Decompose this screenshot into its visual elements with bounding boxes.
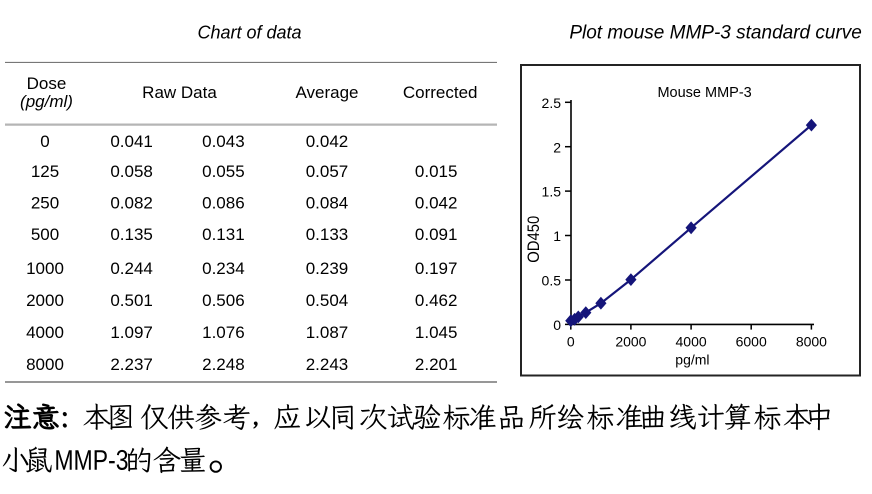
svg-text:1.097: 1.097 xyxy=(110,323,153,342)
svg-text:0.234: 0.234 xyxy=(202,259,245,278)
svg-text:1.076: 1.076 xyxy=(202,323,245,342)
svg-text:0.041: 0.041 xyxy=(110,132,153,151)
svg-text:2000: 2000 xyxy=(26,291,64,310)
svg-text:4000: 4000 xyxy=(26,323,64,342)
svg-text:Mouse MMP-3: Mouse MMP-3 xyxy=(657,85,751,101)
svg-text:2.248: 2.248 xyxy=(202,355,245,374)
svg-text:4000: 4000 xyxy=(676,334,707,350)
svg-text:0.135: 0.135 xyxy=(110,225,153,244)
svg-text:0: 0 xyxy=(553,317,561,333)
svg-text:1.045: 1.045 xyxy=(415,323,458,342)
svg-text:0.501: 0.501 xyxy=(110,291,153,310)
svg-text:Raw Data: Raw Data xyxy=(142,83,217,102)
svg-text:0.042: 0.042 xyxy=(306,132,349,151)
svg-text:Corrected: Corrected xyxy=(403,83,478,102)
svg-text:0.086: 0.086 xyxy=(202,194,245,213)
svg-text:0.244: 0.244 xyxy=(110,259,153,278)
svg-text:0.462: 0.462 xyxy=(415,291,458,310)
svg-text:2: 2 xyxy=(553,139,561,155)
svg-text:2.243: 2.243 xyxy=(306,355,349,374)
svg-text:125: 125 xyxy=(31,162,59,181)
svg-text:0.084: 0.084 xyxy=(306,194,349,213)
svg-text:Plot mouse MMP-3 standard curv: Plot mouse MMP-3 standard curve xyxy=(569,23,862,44)
svg-text:2.5: 2.5 xyxy=(542,95,562,111)
svg-text:0.015: 0.015 xyxy=(415,162,458,181)
svg-text:2.201: 2.201 xyxy=(415,355,458,374)
svg-text:pg/ml: pg/ml xyxy=(675,352,709,368)
svg-text:1.087: 1.087 xyxy=(306,323,349,342)
svg-text:Average: Average xyxy=(295,83,358,102)
svg-text:0.055: 0.055 xyxy=(202,162,245,181)
svg-text:OD450: OD450 xyxy=(525,216,543,263)
svg-text:0.5: 0.5 xyxy=(542,273,562,289)
svg-text:0.091: 0.091 xyxy=(415,225,458,244)
svg-text:500: 500 xyxy=(31,225,59,244)
svg-text:2.237: 2.237 xyxy=(110,355,153,374)
svg-text:0.506: 0.506 xyxy=(202,291,245,310)
svg-text:Dose: Dose xyxy=(27,74,67,93)
svg-text:0.082: 0.082 xyxy=(110,194,153,213)
svg-text:1.5: 1.5 xyxy=(542,184,562,200)
svg-text:8000: 8000 xyxy=(26,355,64,374)
svg-text:0.042: 0.042 xyxy=(415,194,458,213)
svg-text:6000: 6000 xyxy=(736,334,767,350)
svg-text:250: 250 xyxy=(31,194,59,213)
svg-text:0.504: 0.504 xyxy=(306,291,349,310)
svg-text:8000: 8000 xyxy=(796,334,827,350)
svg-text:1: 1 xyxy=(553,228,561,244)
svg-text:0.057: 0.057 xyxy=(306,162,349,181)
svg-text:Chart of data: Chart of data xyxy=(197,22,301,42)
svg-text:0.131: 0.131 xyxy=(202,225,245,244)
svg-text:0: 0 xyxy=(567,334,575,350)
svg-text:1000: 1000 xyxy=(26,259,64,278)
svg-text:2000: 2000 xyxy=(615,334,646,350)
svg-text:0.197: 0.197 xyxy=(415,259,458,278)
svg-text:0.058: 0.058 xyxy=(110,162,153,181)
svg-text:(pg/ml): (pg/ml) xyxy=(20,92,73,111)
svg-text:0.239: 0.239 xyxy=(306,259,349,278)
svg-text:0: 0 xyxy=(40,132,49,151)
svg-text:0.133: 0.133 xyxy=(306,225,349,244)
svg-text:0.043: 0.043 xyxy=(202,132,245,151)
